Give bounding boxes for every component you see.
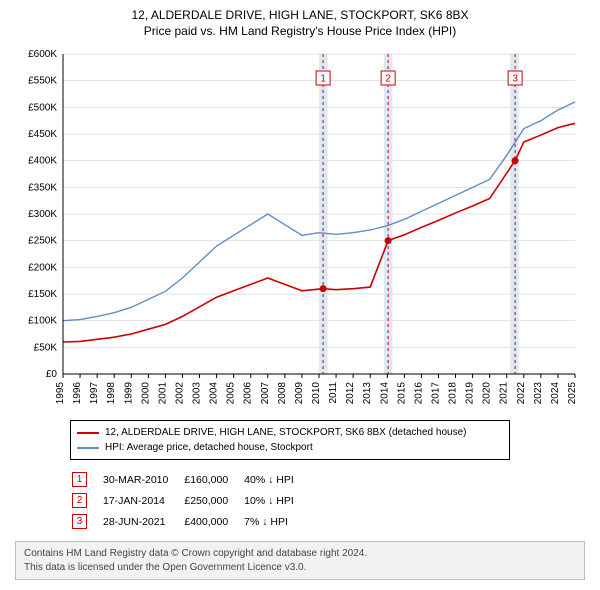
svg-text:2010: 2010 — [311, 382, 322, 405]
svg-text:£400K: £400K — [28, 156, 57, 167]
svg-text:2007: 2007 — [260, 382, 271, 405]
page-title: 12, ALDERDALE DRIVE, HIGH LANE, STOCKPOR… — [10, 8, 590, 22]
svg-text:2002: 2002 — [174, 382, 185, 405]
svg-text:2015: 2015 — [396, 382, 407, 405]
svg-text:£450K: £450K — [28, 129, 57, 140]
legend-label: 12, ALDERDALE DRIVE, HIGH LANE, STOCKPOR… — [105, 425, 466, 440]
sales-row: 2 17-JAN-2014£250,00010% ↓ HPI — [72, 491, 308, 510]
svg-text:£250K: £250K — [28, 236, 57, 247]
footer-line: Contains HM Land Registry data © Crown c… — [24, 547, 576, 561]
legend: 12, ALDERDALE DRIVE, HIGH LANE, STOCKPOR… — [70, 420, 510, 460]
sales-row: 1 30-MAR-2010£160,00040% ↓ HPI — [72, 470, 308, 489]
svg-text:£0: £0 — [46, 369, 58, 380]
svg-text:2019: 2019 — [465, 382, 476, 405]
sale-diff: 40% ↓ HPI — [244, 470, 308, 489]
svg-text:£550K: £550K — [28, 76, 57, 87]
svg-text:£200K: £200K — [28, 262, 57, 273]
svg-text:2006: 2006 — [243, 382, 254, 405]
sales-row: 3 28-JUN-2021£400,0007% ↓ HPI — [72, 512, 308, 531]
svg-text:2008: 2008 — [277, 382, 288, 405]
sale-date: 17-JAN-2014 — [103, 491, 182, 510]
svg-text:2025: 2025 — [567, 382, 578, 405]
svg-text:3: 3 — [512, 74, 518, 85]
sale-price: £400,000 — [184, 512, 242, 531]
svg-text:2009: 2009 — [294, 382, 305, 405]
sale-marker-icon: 1 — [72, 472, 87, 487]
sale-diff: 10% ↓ HPI — [244, 491, 308, 510]
legend-label: HPI: Average price, detached house, Stoc… — [105, 440, 313, 455]
svg-text:£50K: £50K — [34, 342, 58, 353]
legend-swatch-hpi — [77, 447, 99, 449]
svg-text:2024: 2024 — [550, 382, 561, 405]
legend-item: 12, ALDERDALE DRIVE, HIGH LANE, STOCKPOR… — [77, 425, 503, 440]
svg-text:£150K: £150K — [28, 289, 57, 300]
sale-price: £160,000 — [184, 470, 242, 489]
svg-text:2004: 2004 — [209, 382, 220, 405]
sale-date: 30-MAR-2010 — [103, 470, 182, 489]
svg-text:2014: 2014 — [379, 382, 390, 405]
svg-text:1995: 1995 — [55, 382, 66, 405]
svg-text:1997: 1997 — [89, 382, 100, 405]
svg-text:1: 1 — [320, 74, 326, 85]
svg-text:2011: 2011 — [328, 382, 339, 404]
svg-text:2005: 2005 — [226, 382, 237, 405]
svg-text:2022: 2022 — [516, 382, 527, 405]
page-subtitle: Price paid vs. HM Land Registry's House … — [10, 24, 590, 38]
sale-marker-icon: 2 — [72, 493, 87, 508]
svg-text:2000: 2000 — [140, 382, 151, 405]
svg-text:2013: 2013 — [362, 382, 373, 405]
footer-line: This data is licensed under the Open Gov… — [24, 561, 576, 575]
svg-text:1996: 1996 — [72, 382, 83, 405]
sale-date: 28-JUN-2021 — [103, 512, 182, 531]
sale-marker-icon: 3 — [72, 514, 87, 529]
svg-text:2017: 2017 — [430, 382, 441, 405]
price-chart: £0 £50K £100K £150K £200K £250K £300K £350K £400… — [15, 44, 585, 414]
svg-text:£500K: £500K — [28, 102, 57, 113]
svg-text:£600K: £600K — [28, 49, 57, 60]
svg-text:2021: 2021 — [499, 382, 510, 405]
svg-text:2023: 2023 — [533, 382, 544, 405]
svg-text:£300K: £300K — [28, 209, 57, 220]
svg-text:2003: 2003 — [192, 382, 203, 405]
svg-text:2012: 2012 — [345, 382, 356, 405]
sale-diff: 7% ↓ HPI — [244, 512, 308, 531]
sales-table: 1 30-MAR-2010£160,00040% ↓ HPI 2 17-JAN-201… — [70, 468, 310, 533]
svg-text:2018: 2018 — [448, 382, 459, 405]
legend-swatch-property — [77, 432, 99, 434]
legend-item: HPI: Average price, detached house, Stoc… — [77, 440, 503, 455]
attribution-footer: Contains HM Land Registry data © Crown c… — [15, 541, 585, 580]
svg-text:1998: 1998 — [106, 382, 117, 405]
svg-text:£350K: £350K — [28, 182, 57, 193]
svg-text:2016: 2016 — [413, 382, 424, 405]
svg-text:2: 2 — [385, 74, 391, 85]
sale-price: £250,000 — [184, 491, 242, 510]
svg-text:1999: 1999 — [123, 382, 134, 405]
svg-text:2020: 2020 — [482, 382, 493, 405]
svg-text:£100K: £100K — [28, 316, 57, 327]
svg-text:2001: 2001 — [157, 382, 168, 405]
